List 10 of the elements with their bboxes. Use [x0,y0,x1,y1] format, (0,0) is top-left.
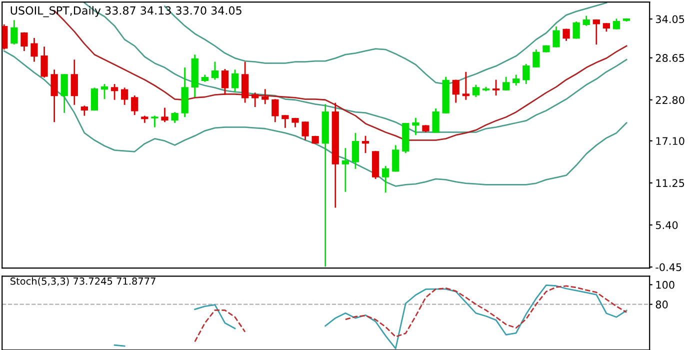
y-tick-label: 22.80 [656,96,684,104]
y-tick-label: 100 [656,280,674,289]
y-tick-label: 80 [656,300,668,308]
y-tick-label: 28.65 [656,54,684,62]
y-tick-label: 34.05 [656,15,684,24]
y-tick-label: 5.40 [656,221,678,230]
y-tick-label: -0.45 [656,263,682,272]
chart-title: Stoch(5,3,3) 73.7245 71.8777 [10,277,156,286]
y-tick-label: 11.25 [656,179,684,188]
y-tick-label: 17.10 [656,137,684,145]
